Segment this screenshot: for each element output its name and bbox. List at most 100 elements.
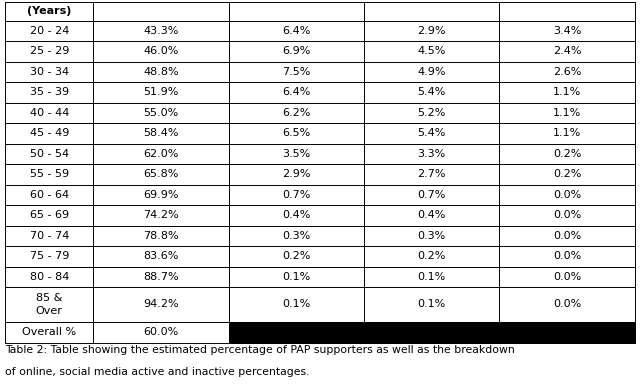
Text: 88.7%: 88.7% [143,272,179,282]
Bar [228,267,364,287]
Bar [5,62,93,82]
Bar [499,143,635,164]
Text: 0.1%: 0.1% [282,299,310,309]
Bar [228,143,364,164]
Bar [499,185,635,205]
Bar [5,246,93,267]
Text: 5.2%: 5.2% [417,108,446,118]
Bar [364,123,499,143]
Bar [499,2,635,21]
Text: 0.1%: 0.1% [418,299,446,309]
Bar [228,246,364,267]
Text: 6.4%: 6.4% [282,26,310,36]
Text: 0.4%: 0.4% [417,211,446,220]
Bar [93,103,228,123]
Text: 35 - 39: 35 - 39 [29,87,68,97]
Bar [5,143,93,164]
Text: 0.0%: 0.0% [553,211,581,220]
Bar [364,321,499,343]
Bar [93,21,228,41]
Text: 83.6%: 83.6% [143,251,179,261]
Bar [93,143,228,164]
Text: 46.0%: 46.0% [143,46,179,56]
Text: 50 - 54: 50 - 54 [29,149,68,159]
Bar [228,62,364,82]
Text: 94.2%: 94.2% [143,299,179,309]
Bar [228,205,364,225]
Text: 4.9%: 4.9% [417,67,446,77]
Bar [5,82,93,103]
Text: 0.0%: 0.0% [553,190,581,200]
Text: 6.2%: 6.2% [282,108,310,118]
Text: 80 - 84: 80 - 84 [29,272,69,282]
Bar [228,185,364,205]
Text: 0.3%: 0.3% [418,231,446,241]
Bar [5,185,93,205]
Bar [93,321,228,343]
Bar [499,164,635,185]
Bar [93,2,228,21]
Bar [364,185,499,205]
Bar [93,62,228,82]
Bar [228,103,364,123]
Text: (Years): (Years) [27,6,72,16]
Text: 55.0%: 55.0% [143,108,179,118]
Text: 3.5%: 3.5% [282,149,310,159]
Text: 0.1%: 0.1% [282,272,310,282]
Bar [5,123,93,143]
Bar [499,246,635,267]
Bar [5,2,93,21]
Text: 0.7%: 0.7% [282,190,310,200]
Text: 58.4%: 58.4% [143,128,179,138]
Bar [93,123,228,143]
Text: 0.2%: 0.2% [282,251,310,261]
Text: 2.6%: 2.6% [553,67,581,77]
Text: 2.4%: 2.4% [553,46,581,56]
Text: 7.5%: 7.5% [282,67,310,77]
Text: 6.5%: 6.5% [282,128,310,138]
Bar [364,164,499,185]
Text: 6.9%: 6.9% [282,46,310,56]
Bar [499,41,635,62]
Text: 0.7%: 0.7% [417,190,446,200]
Bar [499,123,635,143]
Text: 40 - 44: 40 - 44 [29,108,69,118]
Bar [499,205,635,225]
Text: 60.0%: 60.0% [143,327,179,337]
Text: 25 - 29: 25 - 29 [29,46,69,56]
Text: 55 - 59: 55 - 59 [29,169,68,180]
Text: 65 - 69: 65 - 69 [29,211,68,220]
Bar [5,321,93,343]
Text: 1.1%: 1.1% [553,87,581,97]
Bar [499,287,635,321]
Text: 0.2%: 0.2% [553,149,581,159]
Bar [93,225,228,246]
Text: 3.3%: 3.3% [418,149,446,159]
Bar [5,205,93,225]
Bar [499,267,635,287]
Text: 78.8%: 78.8% [143,231,179,241]
Bar [364,225,499,246]
Bar [228,2,364,21]
Bar [364,103,499,123]
Text: 30 - 34: 30 - 34 [29,67,68,77]
Bar [364,143,499,164]
Text: 62.0%: 62.0% [143,149,179,159]
Bar [364,205,499,225]
Bar [93,287,228,321]
Bar [5,164,93,185]
Bar [228,123,364,143]
Bar [228,225,364,246]
Text: 6.4%: 6.4% [282,87,310,97]
Text: 0.4%: 0.4% [282,211,310,220]
Text: 4.5%: 4.5% [417,46,446,56]
Bar [364,2,499,21]
Bar [499,225,635,246]
Text: 0.0%: 0.0% [553,299,581,309]
Bar [364,62,499,82]
Text: 0.0%: 0.0% [553,231,581,241]
Text: 20 - 24: 20 - 24 [29,26,69,36]
Bar [499,82,635,103]
Bar [5,21,93,41]
Bar [499,321,635,343]
